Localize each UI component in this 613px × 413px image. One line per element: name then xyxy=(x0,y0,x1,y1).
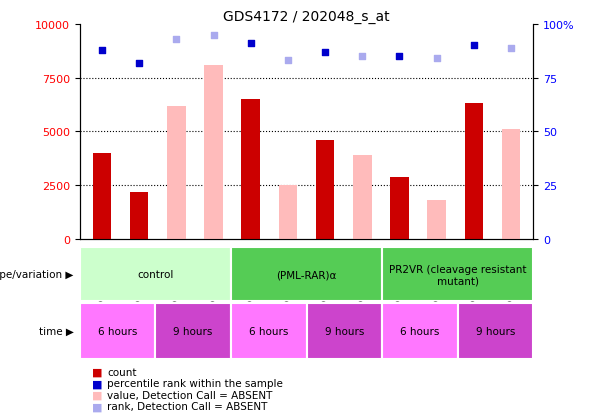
Bar xyxy=(80,304,155,359)
Point xyxy=(283,58,293,64)
Point xyxy=(320,50,330,56)
Bar xyxy=(242,100,260,240)
Point xyxy=(395,54,405,60)
Text: 6 hours: 6 hours xyxy=(98,326,137,337)
Bar xyxy=(353,156,371,240)
Text: GSM538613: GSM538613 xyxy=(135,245,143,300)
Text: time ▶: time ▶ xyxy=(39,326,74,337)
Text: GSM538614: GSM538614 xyxy=(283,245,292,300)
Bar xyxy=(316,141,334,240)
Point xyxy=(469,43,479,50)
Text: ■: ■ xyxy=(92,367,102,377)
Point xyxy=(172,36,181,43)
Text: ■: ■ xyxy=(92,401,102,411)
Bar xyxy=(306,304,382,359)
Bar xyxy=(458,304,533,359)
Text: GSM538608: GSM538608 xyxy=(321,245,330,300)
Point xyxy=(506,45,516,52)
Text: GSM538617: GSM538617 xyxy=(358,245,367,300)
Text: GSM538607: GSM538607 xyxy=(172,245,181,300)
Bar xyxy=(93,154,112,240)
Point xyxy=(134,60,144,67)
Text: GSM538618: GSM538618 xyxy=(506,245,516,300)
Bar xyxy=(382,304,458,359)
Text: GSM538612: GSM538612 xyxy=(395,245,404,300)
Bar xyxy=(465,104,483,240)
Text: ■: ■ xyxy=(92,390,102,400)
Point xyxy=(208,32,218,39)
Point xyxy=(357,54,367,60)
Bar xyxy=(80,248,231,301)
Bar xyxy=(130,192,148,240)
Bar xyxy=(279,186,297,240)
Text: 6 hours: 6 hours xyxy=(249,326,288,337)
Bar xyxy=(231,248,382,301)
Text: ■: ■ xyxy=(92,378,102,388)
Bar xyxy=(167,107,186,240)
Text: 9 hours: 9 hours xyxy=(476,326,515,337)
Bar xyxy=(204,66,223,240)
Bar xyxy=(390,177,409,240)
Text: GSM538610: GSM538610 xyxy=(97,245,107,300)
Text: GSM538615: GSM538615 xyxy=(432,245,441,300)
Text: GSM538616: GSM538616 xyxy=(209,245,218,300)
Bar xyxy=(427,201,446,240)
Title: GDS4172 / 202048_s_at: GDS4172 / 202048_s_at xyxy=(223,10,390,24)
Text: (PML-RAR)α: (PML-RAR)α xyxy=(276,270,337,280)
Bar xyxy=(231,304,306,359)
Text: percentile rank within the sample: percentile rank within the sample xyxy=(107,378,283,388)
Point xyxy=(246,41,256,47)
Point xyxy=(97,47,107,54)
Point xyxy=(432,56,441,62)
Text: rank, Detection Call = ABSENT: rank, Detection Call = ABSENT xyxy=(107,401,268,411)
Text: GSM538611: GSM538611 xyxy=(246,245,255,300)
Text: GSM538609: GSM538609 xyxy=(470,245,478,300)
Text: 9 hours: 9 hours xyxy=(173,326,213,337)
Text: PR2VR (cleavage resistant
mutant): PR2VR (cleavage resistant mutant) xyxy=(389,264,527,285)
Text: value, Detection Call = ABSENT: value, Detection Call = ABSENT xyxy=(107,390,273,400)
Text: genotype/variation ▶: genotype/variation ▶ xyxy=(0,270,74,280)
Bar xyxy=(501,130,520,240)
Text: 6 hours: 6 hours xyxy=(400,326,440,337)
Bar xyxy=(155,304,231,359)
Text: control: control xyxy=(137,270,173,280)
Bar xyxy=(382,248,533,301)
Text: count: count xyxy=(107,367,137,377)
Text: 9 hours: 9 hours xyxy=(325,326,364,337)
